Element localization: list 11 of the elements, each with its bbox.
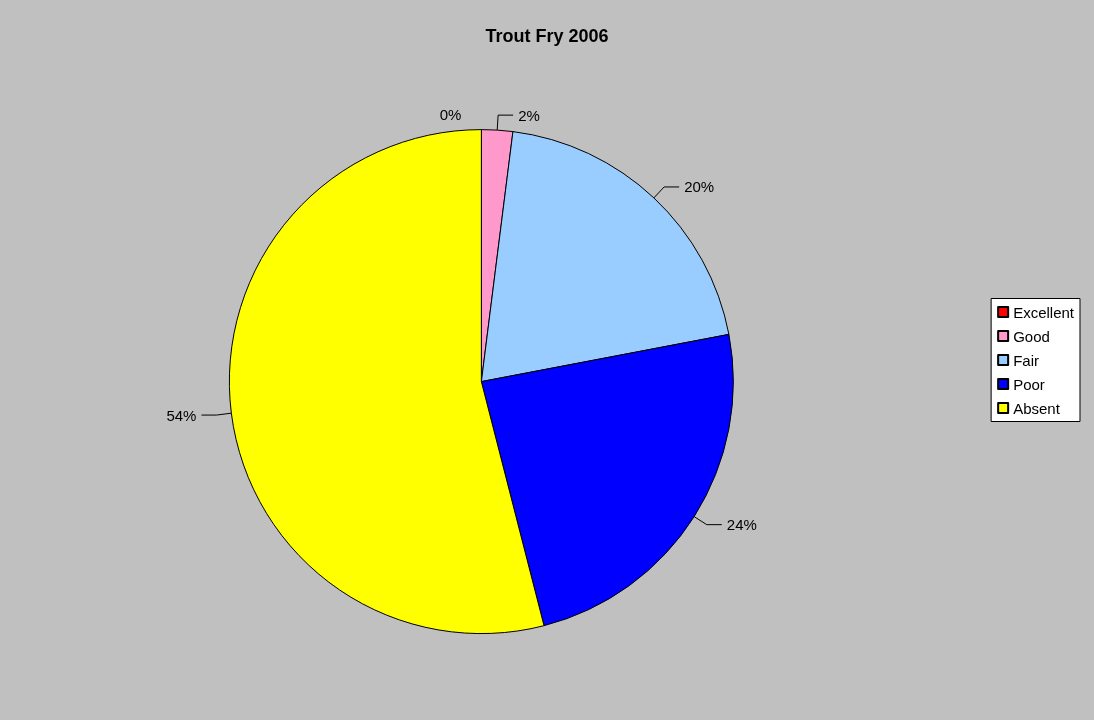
legend-label: Fair	[1013, 351, 1039, 369]
legend-label: Excellent	[1013, 303, 1075, 321]
legend-label: Poor	[1013, 375, 1045, 393]
legend-label: Good	[1013, 327, 1050, 345]
chart-title: Trout Fry 2006	[485, 26, 609, 46]
data-label: 20%	[684, 178, 715, 196]
data-label: 2%	[518, 106, 540, 124]
text: 0%	[439, 106, 462, 124]
data-label: 24%	[726, 516, 757, 534]
data-label: 54%	[166, 406, 197, 424]
legend-label: Absent	[1013, 399, 1061, 417]
